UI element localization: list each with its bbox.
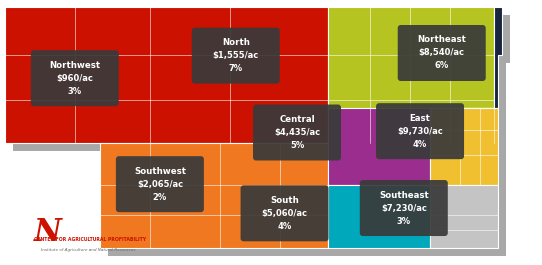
Polygon shape [5, 7, 328, 143]
Text: N: N [34, 217, 62, 248]
Text: CENTER FOR AGRICULTURAL PROFITABILITY: CENTER FOR AGRICULTURAL PROFITABILITY [34, 237, 146, 242]
Text: North: North [222, 38, 250, 47]
Text: 6%: 6% [435, 61, 449, 70]
Text: $4,435/ac: $4,435/ac [274, 128, 320, 137]
Text: South: South [270, 196, 299, 205]
Polygon shape [13, 15, 510, 256]
FancyBboxPatch shape [241, 185, 328, 241]
FancyBboxPatch shape [376, 103, 464, 159]
Polygon shape [430, 108, 498, 185]
Text: East: East [410, 114, 430, 123]
Polygon shape [430, 185, 498, 248]
Text: Institute of Agriculture and Natural Resources: Institute of Agriculture and Natural Res… [41, 248, 136, 252]
FancyBboxPatch shape [253, 104, 341, 161]
Text: 4%: 4% [278, 222, 292, 231]
Text: $9,730/ac: $9,730/ac [397, 127, 443, 136]
Text: 3%: 3% [397, 217, 411, 226]
Text: Southeast: Southeast [379, 191, 429, 200]
Text: 3%: 3% [68, 87, 82, 96]
Text: 2%: 2% [153, 193, 167, 202]
Polygon shape [328, 108, 430, 185]
Text: $7,230/ac: $7,230/ac [381, 204, 427, 213]
Polygon shape [430, 7, 502, 108]
Polygon shape [100, 143, 328, 248]
Text: $5,060/ac: $5,060/ac [262, 209, 307, 218]
Text: Southwest: Southwest [134, 167, 186, 176]
Polygon shape [328, 185, 430, 248]
Text: Central: Central [279, 115, 315, 124]
Text: Northwest: Northwest [49, 61, 100, 70]
Text: $2,065/ac: $2,065/ac [137, 180, 183, 189]
FancyBboxPatch shape [116, 156, 204, 212]
Text: $960/ac: $960/ac [56, 74, 93, 83]
Text: 7%: 7% [229, 64, 243, 73]
FancyBboxPatch shape [398, 25, 486, 81]
Text: Northeast: Northeast [417, 36, 466, 45]
Text: 4%: 4% [413, 140, 427, 149]
Text: $1,555/ac: $1,555/ac [212, 51, 259, 60]
FancyBboxPatch shape [31, 50, 119, 106]
FancyBboxPatch shape [360, 180, 448, 236]
Polygon shape [328, 7, 494, 143]
Text: $8,540/ac: $8,540/ac [419, 48, 464, 58]
FancyBboxPatch shape [192, 28, 280, 84]
Text: 5%: 5% [290, 141, 304, 150]
